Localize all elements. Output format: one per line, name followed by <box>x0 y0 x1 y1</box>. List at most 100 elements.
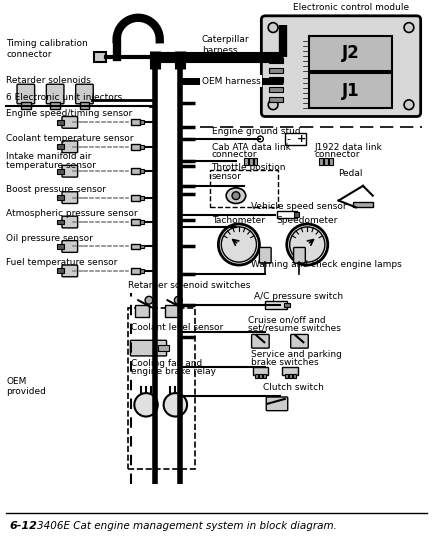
Bar <box>269 68 283 73</box>
Text: OEM harness: OEM harness <box>202 77 260 86</box>
Bar <box>265 301 287 309</box>
Circle shape <box>268 23 278 32</box>
Bar <box>57 195 64 200</box>
Bar <box>132 244 140 249</box>
Text: OEM
provided: OEM provided <box>6 377 46 396</box>
Bar <box>135 305 149 317</box>
Bar <box>132 144 140 150</box>
Text: Service and parking: Service and parking <box>251 350 341 359</box>
Text: brake switches: brake switches <box>251 358 318 367</box>
Bar <box>277 211 297 218</box>
Bar <box>50 102 60 109</box>
Text: Retarder solenoid switches: Retarder solenoid switches <box>128 282 251 290</box>
Text: Oil pressure sensor: Oil pressure sensor <box>6 234 93 243</box>
Circle shape <box>257 136 263 142</box>
Bar <box>158 345 169 351</box>
Bar <box>244 157 248 166</box>
FancyBboxPatch shape <box>62 265 77 277</box>
Circle shape <box>134 393 158 416</box>
Text: Throttle position: Throttle position <box>212 163 286 172</box>
Text: Warning and check engine lamps: Warning and check engine lamps <box>251 260 401 269</box>
Text: engine brake relay: engine brake relay <box>132 367 216 376</box>
Bar <box>140 120 144 124</box>
Bar <box>57 219 64 224</box>
Bar <box>269 87 283 92</box>
Bar <box>293 212 300 217</box>
Text: Tachometer: Tachometer <box>213 216 265 225</box>
Text: 6 Electronic unit injectors: 6 Electronic unit injectors <box>6 93 122 102</box>
FancyBboxPatch shape <box>130 340 167 356</box>
Bar <box>284 303 290 307</box>
Text: Vehicle speed sensor: Vehicle speed sensor <box>251 202 346 211</box>
FancyBboxPatch shape <box>266 397 288 411</box>
Bar <box>140 196 144 200</box>
Bar <box>132 195 140 201</box>
FancyBboxPatch shape <box>260 248 271 263</box>
Text: Speedometer: Speedometer <box>277 216 338 225</box>
Bar <box>94 52 106 62</box>
Text: +: + <box>297 134 306 144</box>
Text: Pedal: Pedal <box>338 169 363 178</box>
Text: Boost pressure sensor: Boost pressure sensor <box>6 185 106 194</box>
Bar <box>132 119 140 125</box>
Circle shape <box>287 224 328 265</box>
Bar <box>253 157 257 166</box>
Bar <box>132 219 140 225</box>
Bar <box>132 168 140 174</box>
Bar <box>309 74 392 108</box>
Bar <box>80 102 89 109</box>
FancyBboxPatch shape <box>46 84 64 104</box>
Bar <box>21 102 31 109</box>
Text: Cooling fan and: Cooling fan and <box>132 359 203 367</box>
Bar <box>256 373 258 378</box>
Text: sensor: sensor <box>212 172 242 181</box>
Bar <box>128 308 195 469</box>
Bar <box>324 157 328 166</box>
Text: 6-12: 6-12 <box>9 521 37 531</box>
Bar <box>140 145 144 148</box>
Bar <box>282 367 297 375</box>
Bar <box>289 373 292 378</box>
Bar <box>132 268 140 274</box>
Text: connector: connector <box>314 151 359 160</box>
Bar <box>260 373 262 378</box>
FancyBboxPatch shape <box>62 192 77 204</box>
FancyBboxPatch shape <box>293 248 305 263</box>
FancyBboxPatch shape <box>261 16 421 117</box>
Text: Atmospheric pressure sensor: Atmospheric pressure sensor <box>6 209 138 218</box>
Circle shape <box>232 192 240 200</box>
Text: Fuel temperature sensor: Fuel temperature sensor <box>6 258 117 267</box>
FancyBboxPatch shape <box>62 141 77 153</box>
Bar <box>140 269 144 273</box>
Bar <box>165 305 178 317</box>
Text: set/resume switches: set/resume switches <box>248 323 341 333</box>
Text: Engine speed/timing sensor: Engine speed/timing sensor <box>6 109 132 118</box>
Text: Retarder solenoids: Retarder solenoids <box>6 76 91 85</box>
Text: A/C pressure switch: A/C pressure switch <box>253 292 343 301</box>
Bar <box>57 169 64 174</box>
Bar <box>249 157 253 166</box>
Bar <box>57 244 64 249</box>
Bar <box>269 97 283 102</box>
Bar <box>140 220 144 224</box>
FancyBboxPatch shape <box>62 166 77 177</box>
Bar <box>293 373 296 378</box>
FancyBboxPatch shape <box>291 334 308 348</box>
Text: J1: J1 <box>342 81 359 100</box>
Text: Engine ground stud: Engine ground stud <box>212 127 300 136</box>
Bar <box>269 58 283 63</box>
Circle shape <box>218 224 260 265</box>
Text: 3406E Cat engine management system in block diagram.: 3406E Cat engine management system in bl… <box>37 521 337 531</box>
Bar <box>269 78 283 82</box>
FancyBboxPatch shape <box>62 216 77 228</box>
Text: Coolant level sensor: Coolant level sensor <box>132 323 224 333</box>
Text: Coolant temperature sensor: Coolant temperature sensor <box>6 134 134 143</box>
Bar <box>319 157 323 166</box>
Text: Timing calibration
connector: Timing calibration connector <box>6 40 88 59</box>
Bar <box>263 373 266 378</box>
Bar <box>57 120 64 125</box>
Text: Clutch switch: Clutch switch <box>263 383 324 392</box>
Text: Intake manifold air: Intake manifold air <box>6 152 92 162</box>
Circle shape <box>404 100 414 109</box>
Circle shape <box>221 227 257 262</box>
